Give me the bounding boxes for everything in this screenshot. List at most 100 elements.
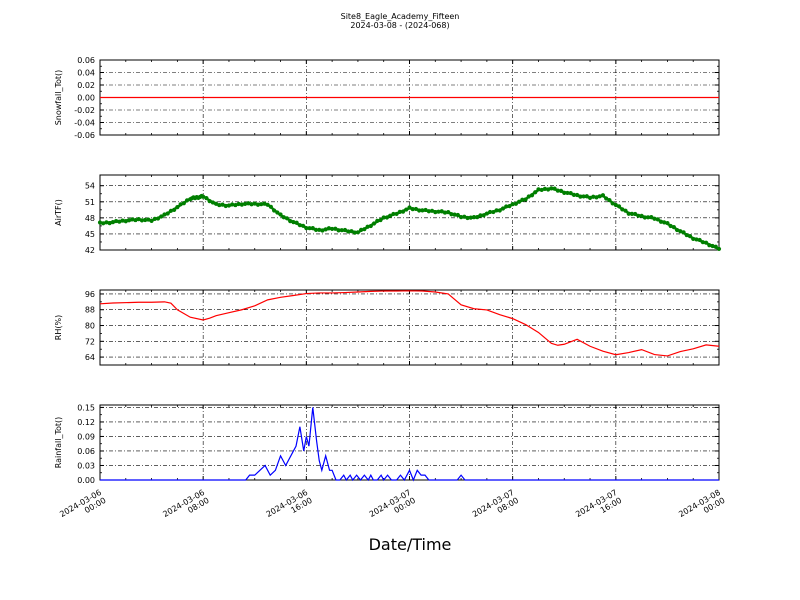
data-point (504, 204, 509, 209)
data-point (616, 204, 622, 209)
data-point (604, 196, 609, 201)
data-point (420, 208, 425, 213)
data-point (242, 201, 248, 207)
data-point (607, 197, 612, 203)
data-point (281, 215, 286, 220)
data-point (107, 221, 112, 226)
data-point (117, 219, 122, 224)
data-point (468, 215, 473, 220)
data-point (304, 226, 309, 231)
data-point (591, 194, 596, 199)
data-point (481, 213, 486, 218)
data-point (555, 188, 560, 193)
data-point (168, 208, 174, 213)
data-point (255, 202, 261, 207)
data-point (687, 234, 693, 239)
data-point (536, 187, 541, 192)
y-axis-label: Snowfall_Tot() (54, 70, 63, 126)
data-point (297, 223, 302, 228)
data-point (375, 218, 380, 224)
y-tick-label: 48 (85, 214, 95, 223)
panel-3: 96 88 80 72 64 RH(%) (54, 289, 720, 366)
y-tick-label: -0.04 (74, 119, 95, 128)
data-point (136, 217, 141, 222)
data-point (413, 206, 419, 212)
data-point (623, 208, 628, 213)
x-tick-label: 2024-03-0708:00 (471, 488, 520, 527)
data-point (707, 243, 712, 248)
data-point (539, 187, 544, 193)
data-point (487, 209, 493, 215)
panel-1: 0.06 0.04 0.02 0.00 -0.02 -0.04 -0.06 Snowfall_… (54, 56, 720, 140)
data-point (275, 210, 280, 215)
data-point (133, 217, 138, 223)
data-point (397, 209, 402, 214)
data-point (439, 209, 444, 214)
x-axis-label: Date/Time (369, 535, 452, 554)
data-point (636, 213, 641, 218)
data-point (446, 210, 451, 215)
y-axis-label: Rainfall_Tot() (54, 417, 63, 469)
data-point (217, 202, 222, 208)
data-point (478, 213, 483, 218)
data-point (542, 186, 548, 191)
data-point (584, 194, 589, 199)
data-point (178, 202, 183, 207)
data-point (404, 207, 409, 212)
y-tick-label: 0.12 (77, 418, 95, 427)
data-point (213, 201, 219, 206)
data-point (668, 223, 673, 229)
y-tick-label: -0.06 (74, 131, 95, 140)
data-point (500, 206, 506, 211)
data-point (429, 208, 435, 213)
data-point (342, 227, 348, 233)
data-point (649, 215, 654, 220)
data-point (233, 202, 238, 208)
data-point (546, 187, 551, 192)
y-tick-label: 0.09 (77, 432, 95, 441)
y-tick-label: 51 (85, 198, 95, 207)
data-point (346, 229, 351, 234)
y-tick-label: 0.15 (77, 403, 95, 412)
data-point (162, 212, 167, 217)
panels: 0.06 0.04 0.02 0.00 -0.02 -0.04 -0.06 Snowfall_… (54, 56, 727, 527)
data-point (594, 195, 599, 200)
data-point (716, 246, 722, 252)
data-point (220, 202, 225, 207)
data-point (578, 194, 583, 199)
data-point (259, 202, 264, 207)
data-point (494, 208, 499, 213)
data-point (201, 194, 206, 199)
data-point (388, 213, 393, 218)
data-point (684, 232, 689, 238)
data-point (471, 215, 477, 220)
data-point (704, 240, 709, 245)
data-point (252, 201, 257, 206)
data-point (662, 220, 667, 225)
data-point (652, 216, 657, 221)
data-point (475, 215, 480, 220)
data-point (655, 217, 660, 222)
data-point (226, 203, 232, 208)
chart-subtitle: 2024-03-08 - (2024-068) (350, 21, 449, 30)
data-point (310, 226, 315, 231)
data-point (658, 219, 664, 224)
data-point (323, 227, 328, 232)
y-tick-label: 0.04 (77, 69, 95, 78)
data-point (349, 229, 354, 234)
data-point (571, 192, 577, 198)
data-point (207, 199, 212, 204)
y-tick-label: 0.00 (77, 94, 95, 103)
data-point (713, 244, 718, 249)
x-tick-label: 2024-03-0608:00 (161, 488, 210, 527)
data-point (510, 202, 515, 207)
data-point (368, 223, 373, 229)
data-point (249, 202, 254, 207)
data-point (271, 208, 277, 213)
data-point (520, 197, 525, 202)
data-point (629, 211, 635, 216)
data-point (526, 194, 531, 199)
data-point (359, 227, 364, 232)
y-tick-label: 0.06 (77, 447, 95, 456)
data-point (529, 193, 535, 198)
